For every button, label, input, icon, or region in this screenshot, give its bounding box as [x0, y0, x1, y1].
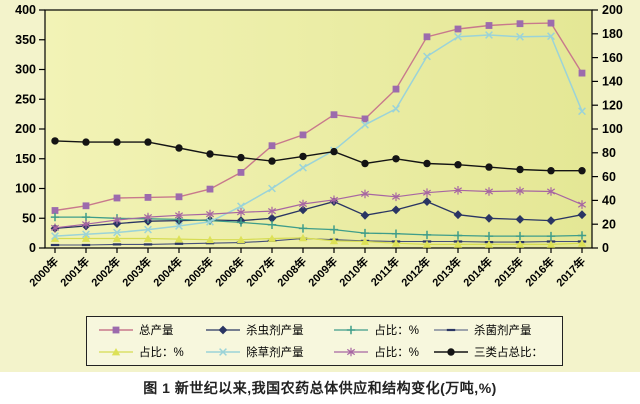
chart-area: 400 350 300 250 200 150 100 50 0 200 180 160 140 120 1… [0, 0, 640, 372]
x-axis-label: 2010年 [336, 254, 371, 289]
x-axis-label: 2004年 [150, 254, 185, 289]
left-axis-tick: 150 [15, 152, 36, 166]
x-axis-label: 2001年 [57, 254, 92, 289]
right-axis-tick: 60 [602, 170, 616, 184]
right-axis-tick: 120 [602, 98, 623, 112]
x-axis-label: 2002年 [88, 254, 123, 289]
right-axis-tick: 160 [602, 51, 623, 65]
x-axis-label: 2003年 [119, 254, 154, 289]
legend-marker-plus [334, 325, 369, 335]
legend-marker-circle [434, 348, 469, 356]
legend-label: 占比：% [374, 325, 419, 337]
left-axis-tick: 100 [15, 182, 36, 196]
legend-item-three-category-share: 三类占总比： [432, 344, 556, 360]
right-axis-tick: 100 [602, 122, 623, 136]
chart-svg: 4003503002502001501005002001801601401201… [15, 3, 623, 289]
legend-item-fungicide-output: 杀菌剂产量 [432, 322, 556, 338]
legend-marker-dash [434, 328, 469, 332]
x-axis-label: 2006年 [212, 254, 247, 289]
x-axis-label: 2013年 [429, 254, 464, 289]
legend-item-total-output: 总产量 [97, 322, 204, 338]
legend-item-fungicide-share: 占比：% [97, 344, 204, 360]
legend-marker-asterisk [334, 347, 369, 357]
legend-label: 占比：% [374, 347, 419, 359]
left-axis-tick: 350 [15, 33, 36, 47]
x-axis-label: 2012年 [398, 254, 433, 289]
legend-label: 杀虫剂产量 [246, 325, 304, 337]
right-axis-tick: 180 [602, 27, 623, 41]
legend-label: 杀菌剂产量 [474, 325, 532, 337]
left-axis-tick: 50 [22, 211, 36, 225]
x-axis-label: 2017年 [553, 254, 588, 289]
legend-marker-square [99, 326, 133, 334]
left-axis-tick: 0 [29, 241, 36, 255]
legend-label: 占比：% [139, 347, 184, 359]
left-axis-tick: 400 [15, 3, 36, 17]
x-axis-label: 2005年 [181, 254, 216, 289]
legend-label: 除草剂产量 [246, 347, 304, 359]
legend-label: 三类占总比： [474, 347, 544, 359]
series-herbicide-output [51, 31, 586, 241]
figure-caption: 图 1 新世纪以来,我国农药总体供应和结构变化(万吨,%) [143, 380, 497, 396]
legend-item-insecticide-share: 占比：% [332, 322, 432, 338]
left-axis-tick: 300 [15, 63, 36, 77]
x-axis-label: 2011年 [368, 254, 403, 289]
legend-marker-x [206, 348, 241, 356]
x-axis-label: 2000年 [26, 254, 61, 289]
line-chart: 400 350 300 250 200 150 100 50 0 200 180 160 140 120 1… [15, 3, 623, 289]
right-axis-tick: 200 [602, 3, 623, 17]
x-axis-label: 2016年 [522, 254, 557, 289]
x-axis-label: 2014年 [460, 254, 495, 289]
left-axis-tick: 250 [15, 92, 36, 106]
series-three-category-share [51, 137, 586, 175]
series-total-output [51, 19, 586, 214]
right-axis-tick: 140 [602, 75, 623, 89]
legend-label: 总产量 [139, 325, 174, 337]
right-axis-tick: 0 [602, 241, 609, 255]
legend-item-herbicide-output: 除草剂产量 [204, 344, 332, 360]
legend-item-herbicide-share: 占比：% [332, 344, 432, 360]
x-axis-label: 2007年 [243, 254, 278, 289]
left-axis-tick: 200 [15, 122, 36, 136]
plot-area [44, 9, 593, 249]
x-axis-label: 2009年 [305, 254, 340, 289]
right-axis-tick: 40 [602, 194, 616, 208]
x-axis-label: 2008年 [274, 254, 309, 289]
legend-marker-diamond [206, 325, 241, 335]
chart-legend: 总产量 杀虫剂产量 占比：% 杀菌剂产量 占比：% 除草剂产量 占比：% 三类占总比： [86, 316, 563, 366]
right-axis-tick: 20 [602, 217, 616, 231]
caption-strip: 图 1 新世纪以来,我国农药总体供应和结构变化(万吨,%) [0, 372, 640, 404]
right-axis-tick: 80 [602, 146, 616, 160]
x-axis-label: 2015年 [491, 254, 526, 289]
legend-item-insecticide-output: 杀虫剂产量 [204, 322, 332, 338]
series-herbicide-share [50, 186, 587, 233]
series-fungicide-share [50, 233, 587, 248]
legend-marker-triangle [99, 348, 133, 356]
